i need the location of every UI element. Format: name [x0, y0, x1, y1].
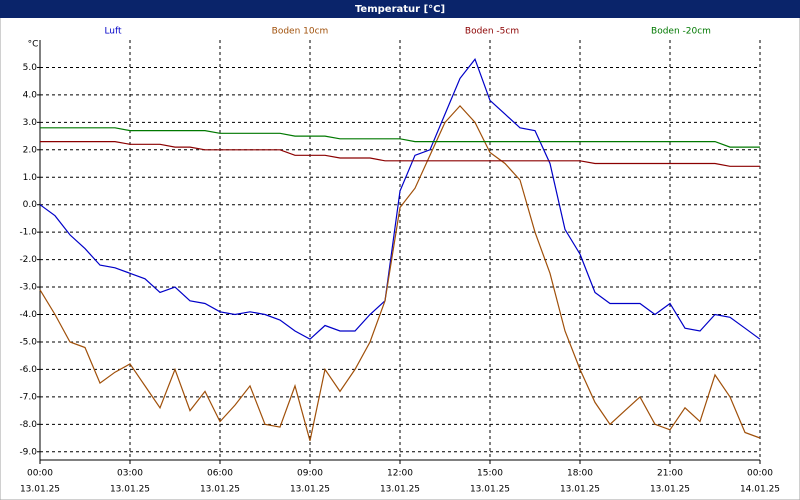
y-tick-label: -4.0 — [19, 310, 37, 320]
series-line — [40, 141, 760, 167]
x-tick-date: 13.01.25 — [650, 485, 690, 495]
y-tick-label: -6.0 — [19, 365, 37, 375]
y-axis-label: °C — [28, 40, 39, 50]
y-tick-label: -3.0 — [19, 283, 37, 293]
y-tick-label: -1.0 — [19, 228, 37, 238]
x-tick-label: 09:00 — [297, 469, 323, 479]
x-tick-date: 13.01.25 — [470, 485, 510, 495]
y-tick-label: 3.0 — [23, 118, 38, 128]
y-tick-label: -2.0 — [19, 255, 37, 265]
x-tick-label: 03:00 — [117, 469, 143, 479]
y-tick-label: -9.0 — [19, 447, 37, 457]
x-tick-date: 14.01.25 — [740, 485, 780, 495]
x-tick-date: 13.01.25 — [380, 485, 420, 495]
title-bar — [0, 0, 800, 18]
y-tick-label: 5.0 — [23, 63, 38, 73]
x-tick-label: 18:00 — [567, 469, 593, 479]
x-tick-date: 13.01.25 — [20, 485, 60, 495]
x-tick-date: 13.01.25 — [290, 485, 330, 495]
series-line — [39, 57, 761, 340]
legend-entry: Luft — [104, 27, 122, 37]
x-tick-label: 06:00 — [207, 469, 233, 479]
legend-entry: Boden 10cm — [272, 27, 329, 37]
x-tick-date: 13.01.25 — [110, 485, 150, 495]
x-tick-date: 13.01.25 — [560, 485, 600, 495]
x-tick-label: 00:00 — [747, 469, 773, 479]
y-tick-label: 4.0 — [23, 90, 38, 100]
x-tick-date: 13.01.25 — [200, 485, 240, 495]
x-tick-label: 12:00 — [387, 469, 413, 479]
y-tick-label: 1.0 — [23, 173, 38, 183]
y-tick-label: 2.0 — [23, 145, 38, 155]
y-tick-label: 0.0 — [23, 200, 38, 210]
y-tick-label: -5.0 — [19, 337, 37, 347]
x-tick-label: 15:00 — [477, 469, 503, 479]
legend-entry: Boden -20cm — [651, 27, 711, 37]
y-tick-label: -7.0 — [19, 392, 37, 402]
series-line — [39, 105, 761, 441]
chart-title: Temperatur [°C] — [355, 4, 445, 15]
legend-entry: Boden -5cm — [465, 27, 519, 37]
y-tick-label: -8.0 — [19, 420, 37, 430]
series-line — [40, 127, 760, 148]
x-tick-label: 00:00 — [27, 469, 53, 479]
x-tick-label: 21:00 — [657, 469, 683, 479]
